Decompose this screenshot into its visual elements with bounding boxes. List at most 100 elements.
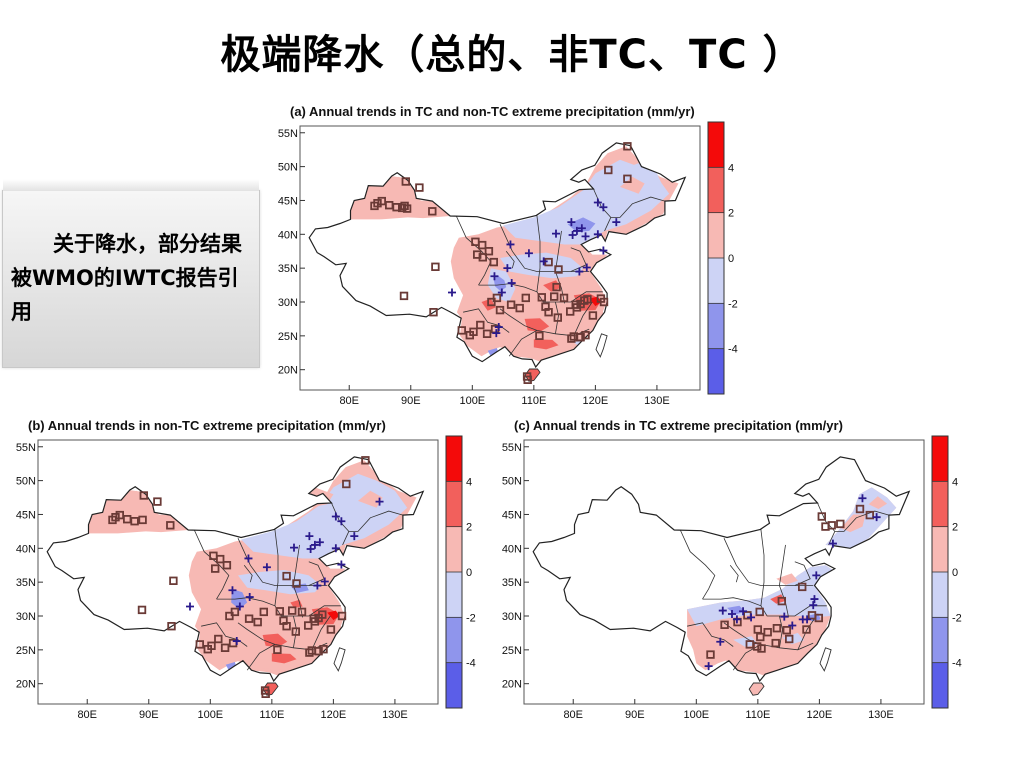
lat-tick-label: 40N: [16, 543, 36, 555]
station-square-marker: [756, 632, 765, 642]
note-box: 关于降水，部分结果被WMO的IWTC报告引用: [2, 179, 260, 368]
station-square-marker: [166, 521, 175, 530]
lon-tick-label: 110E: [521, 395, 546, 407]
station-square-marker: [139, 491, 148, 500]
station-plus-marker: [872, 513, 881, 522]
lat-tick-label: 25N: [16, 645, 36, 657]
station-plus-marker: [572, 226, 581, 235]
station-square-marker: [755, 607, 764, 617]
station-plus-marker: [798, 615, 807, 624]
colorbar-tick-label: 2: [728, 208, 734, 220]
lat-tick-label: 55N: [502, 442, 522, 454]
station-square-marker: [282, 571, 291, 581]
trend-area: [620, 176, 645, 194]
colorbar-tick-label: 0: [952, 567, 958, 579]
province-boundary: [778, 544, 789, 618]
station-square-marker: [207, 641, 216, 650]
lat-tick-label: 25N: [502, 645, 522, 657]
station-plus-marker: [331, 512, 340, 521]
station-square-marker: [492, 293, 502, 303]
station-plus-marker: [507, 279, 516, 288]
station-plus-marker: [716, 637, 725, 646]
station-square-marker: [515, 303, 524, 313]
lon-tick-label: 110E: [259, 709, 284, 721]
station-square-marker: [559, 293, 569, 303]
station-square-marker: [478, 253, 487, 262]
station-plus-marker: [244, 554, 253, 563]
station-square-marker: [784, 634, 794, 644]
station-square-marker: [777, 596, 786, 606]
lat-tick-label: 50N: [278, 162, 298, 174]
colorbar-tick-label: 2: [952, 522, 958, 534]
station-square-marker: [279, 616, 288, 625]
station-square-marker: [222, 560, 232, 570]
trend-area: [327, 610, 340, 621]
station-square-marker: [399, 291, 409, 301]
station-square-marker: [310, 617, 320, 626]
trend-area: [533, 339, 559, 350]
colorbar-segment: [932, 526, 948, 572]
colorbar-segment: [708, 303, 724, 349]
colorbar-segment: [932, 617, 948, 663]
station-square-marker: [567, 334, 576, 343]
station-plus-marker: [228, 586, 237, 595]
station-square-marker: [275, 607, 284, 616]
lat-tick-label: 45N: [502, 509, 522, 521]
hainan-island: [748, 682, 765, 696]
province-boundary: [779, 615, 783, 648]
station-square-marker: [817, 512, 826, 521]
station-square-marker: [753, 625, 762, 634]
station-square-marker: [319, 644, 328, 654]
station-plus-marker: [337, 517, 346, 526]
station-square-marker: [554, 265, 563, 274]
lon-tick-label: 80E: [339, 395, 359, 407]
station-square-marker: [130, 517, 139, 526]
station-plus-marker: [593, 230, 602, 239]
station-plus-marker: [828, 539, 837, 548]
station-square-marker: [865, 510, 874, 520]
province-boundary: [274, 529, 279, 606]
trend-area: [776, 573, 798, 585]
lat-tick-label: 30N: [502, 611, 522, 623]
station-square-marker: [457, 326, 466, 335]
lat-tick-label: 35N: [16, 577, 36, 589]
province-boundary: [702, 597, 827, 617]
station-square-marker: [230, 607, 240, 617]
station-square-marker: [429, 307, 438, 317]
station-square-marker: [535, 331, 544, 340]
station-square-marker: [757, 644, 766, 653]
station-square-marker: [814, 613, 823, 623]
station-plus-marker: [810, 595, 819, 604]
colorbar-segment: [446, 526, 462, 572]
lat-tick-label: 30N: [16, 611, 36, 623]
lon-tick-label: 130E: [382, 709, 408, 721]
station-square-marker: [541, 302, 550, 311]
station-plus-marker: [593, 198, 602, 207]
station-square-marker: [802, 625, 811, 634]
station-plus-marker: [337, 560, 346, 569]
station-plus-marker: [704, 662, 713, 671]
station-plus-marker: [539, 257, 548, 266]
province-boundary: [536, 215, 541, 292]
colorbar-segment: [932, 436, 948, 482]
colorbar-tick-label: -2: [728, 298, 738, 310]
trend-area: [358, 490, 383, 508]
station-square-marker: [506, 300, 516, 309]
station-plus-marker: [812, 571, 821, 580]
station-plus-marker: [747, 613, 756, 622]
station-plus-marker: [186, 602, 194, 611]
station-square-marker: [253, 617, 262, 627]
lon-tick-label: 110E: [745, 709, 770, 721]
station-square-marker: [259, 607, 268, 617]
station-square-marker: [428, 207, 437, 216]
station-square-marker: [855, 504, 865, 514]
station-plus-marker: [577, 224, 586, 233]
lat-tick-label: 50N: [16, 476, 36, 488]
province-boundary: [729, 564, 739, 583]
station-plus-marker: [494, 323, 503, 332]
province-boundary: [573, 301, 593, 336]
colorbar-segment: [932, 572, 948, 618]
station-square-marker: [138, 515, 147, 525]
colorbar-segment: [708, 167, 724, 213]
station-square-marker: [210, 564, 220, 573]
